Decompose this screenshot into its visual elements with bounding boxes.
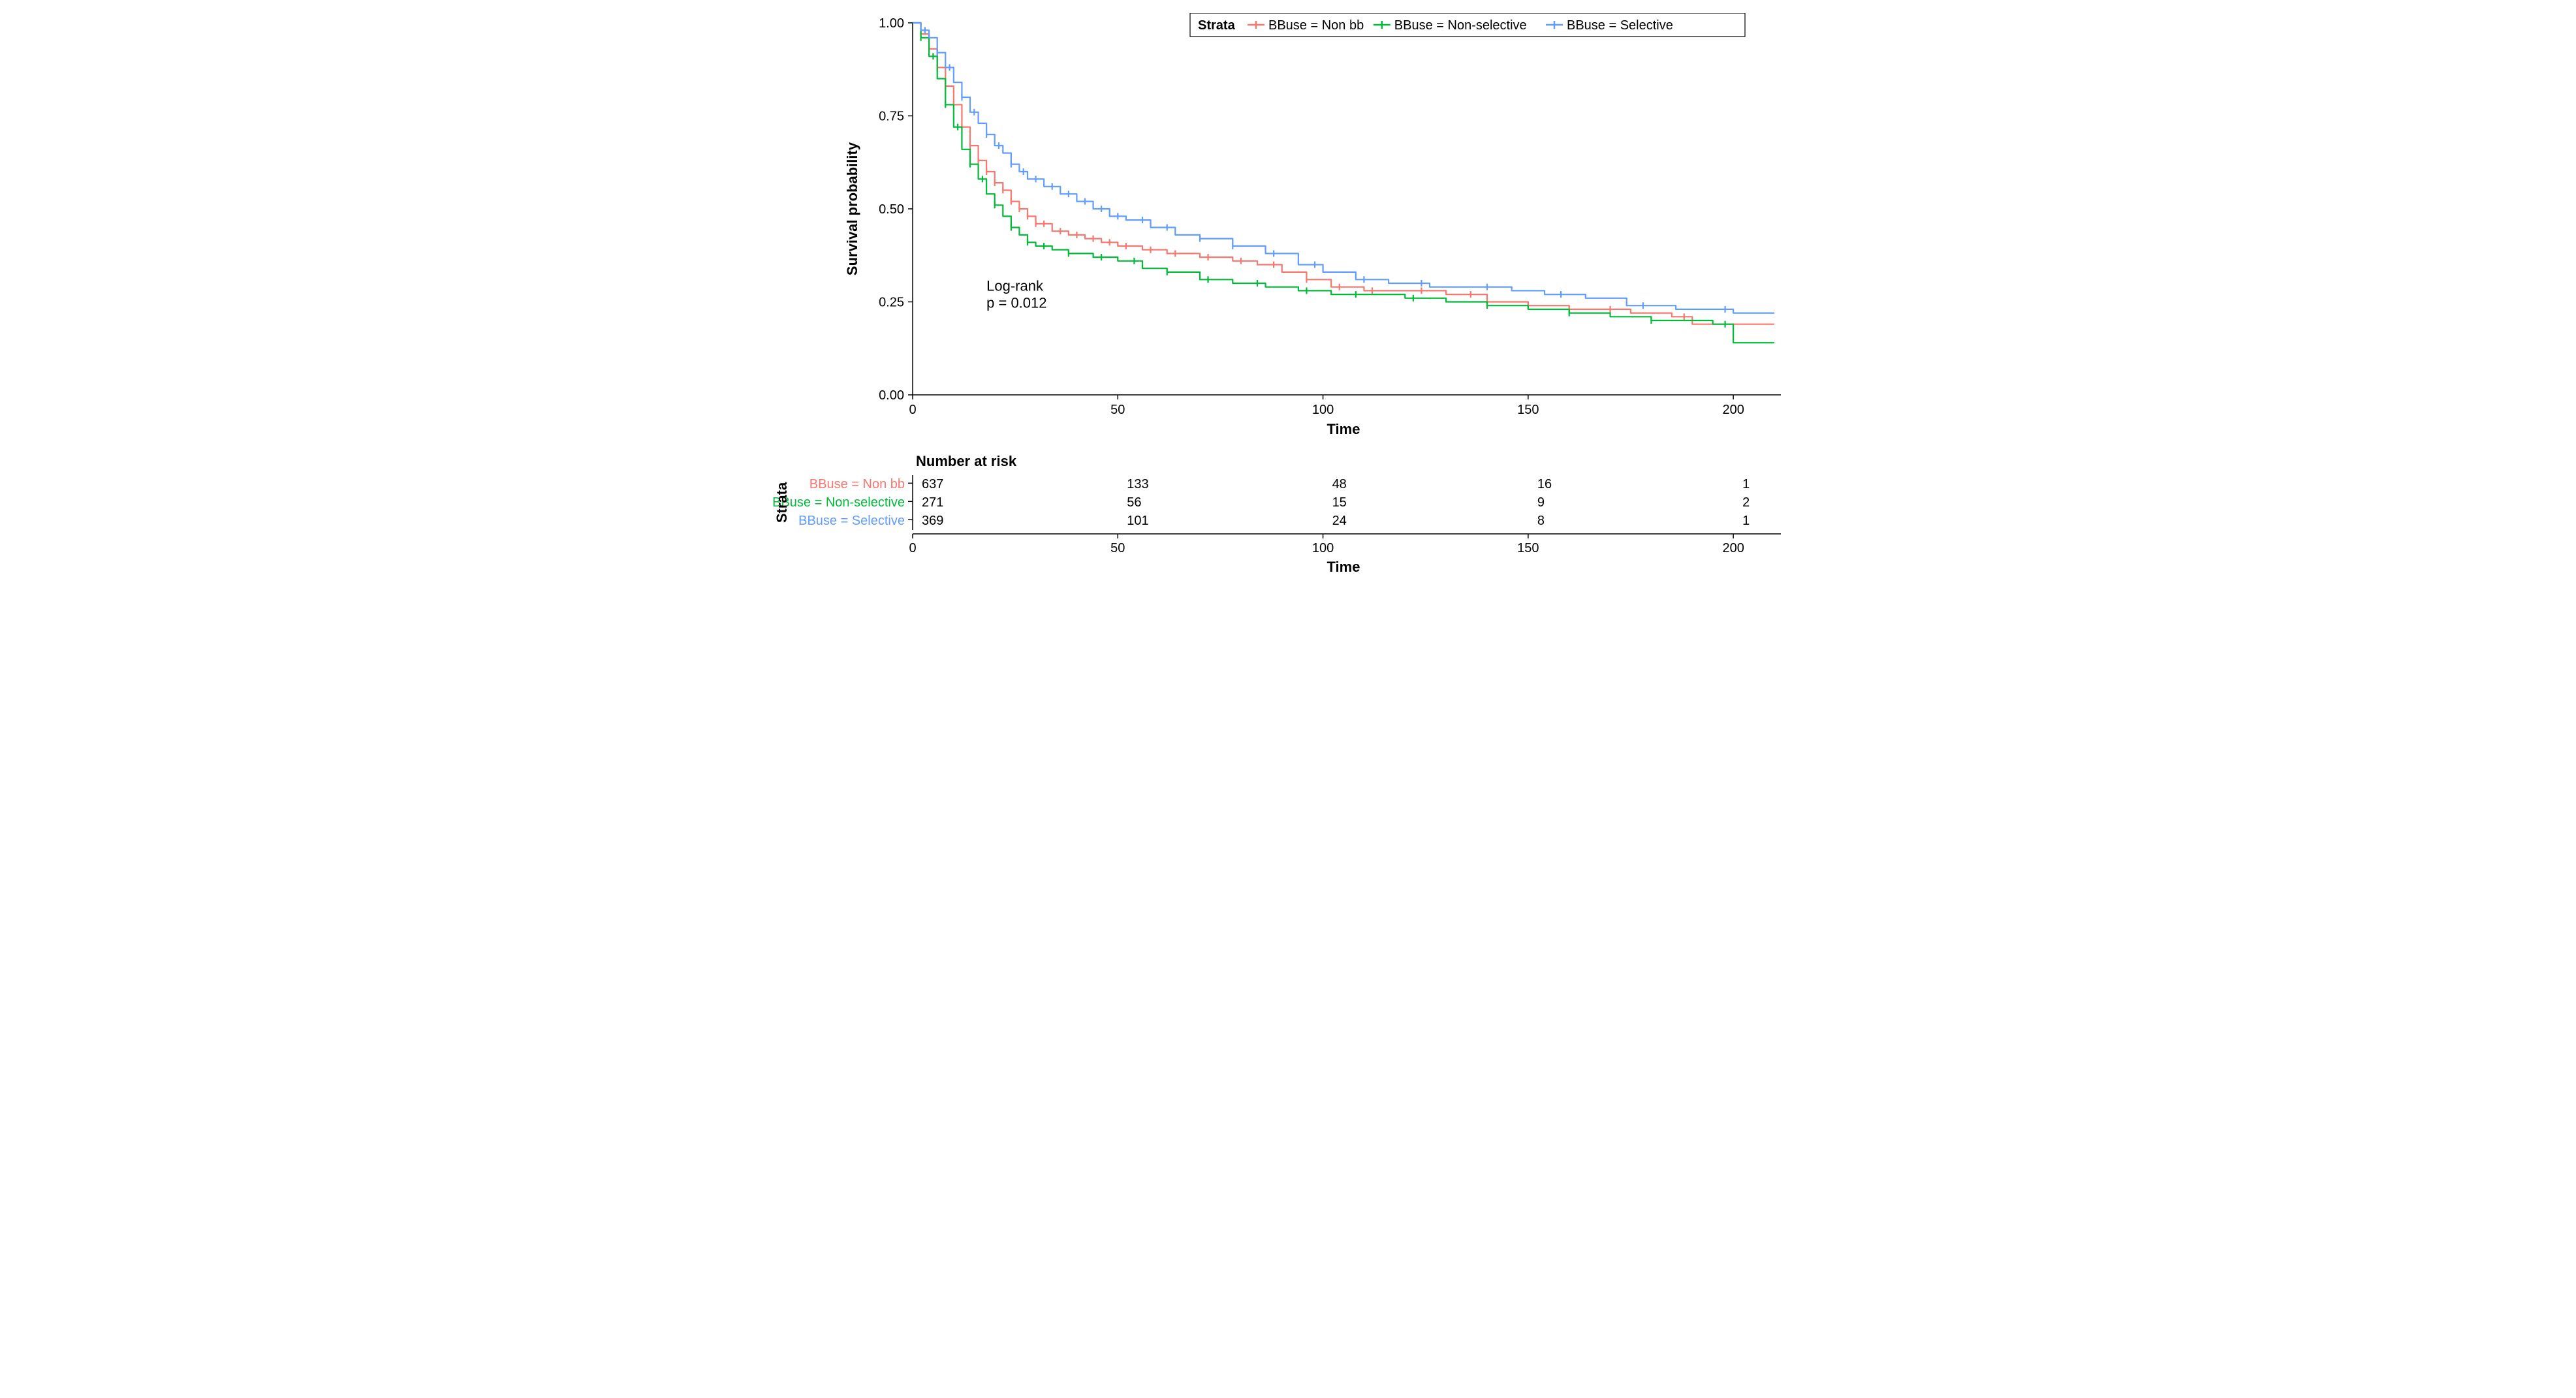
svg-text:24: 24 — [1332, 514, 1347, 528]
svg-text:101: 101 — [1127, 514, 1148, 528]
svg-text:150: 150 — [1517, 403, 1539, 417]
svg-text:100: 100 — [1312, 541, 1334, 555]
svg-text:271: 271 — [922, 495, 943, 510]
svg-text:0.25: 0.25 — [879, 296, 904, 310]
svg-text:150: 150 — [1517, 541, 1539, 555]
svg-text:56: 56 — [1127, 495, 1141, 510]
svg-text:0: 0 — [909, 541, 916, 555]
svg-text:BBuse = Non bb: BBuse = Non bb — [809, 477, 905, 491]
svg-text:100: 100 — [1312, 403, 1334, 417]
svg-text:133: 133 — [1127, 477, 1148, 491]
svg-text:0.00: 0.00 — [879, 388, 904, 403]
svg-text:Survival probability: Survival probability — [844, 142, 860, 275]
svg-text:9: 9 — [1537, 495, 1545, 510]
svg-text:BBuse = Non-selective: BBuse = Non-selective — [772, 495, 905, 510]
risk-table-panel: Number at risk BBuse = Non bb BBuse = Non-… — [772, 452, 1804, 582]
svg-text:50: 50 — [1110, 541, 1125, 555]
svg-text:Time: Time — [1327, 421, 1360, 437]
svg-text:Time: Time — [1327, 559, 1360, 575]
svg-text:1: 1 — [1742, 514, 1750, 528]
svg-text:BBuse = Selective: BBuse = Selective — [798, 514, 905, 528]
svg-text:200: 200 — [1722, 541, 1744, 555]
km-survival-panel: 0.00 0.25 0.50 0.75 1.00 0 50 100 150 200 Time Surv… — [772, 13, 1804, 444]
svg-text:0: 0 — [909, 403, 916, 417]
km-survival-chart: 0.00 0.25 0.50 0.75 1.00 0 50 100 150 200 Time Surv… — [772, 13, 1804, 444]
svg-text:50: 50 — [1110, 403, 1125, 417]
svg-text:BBuse = Selective: BBuse = Selective — [1567, 18, 1673, 33]
risk-table-chart: Number at risk BBuse = Non bb BBuse = Non-… — [772, 452, 1804, 582]
svg-text:1: 1 — [1742, 477, 1750, 491]
svg-text:Number at risk: Number at risk — [916, 453, 1017, 469]
svg-text:0.75: 0.75 — [879, 110, 904, 124]
svg-text:369: 369 — [922, 514, 943, 528]
svg-text:637: 637 — [922, 477, 943, 491]
svg-text:8: 8 — [1537, 514, 1545, 528]
svg-text:p = 0.012: p = 0.012 — [986, 294, 1046, 311]
svg-text:1.00: 1.00 — [879, 16, 904, 31]
svg-text:Strata: Strata — [1198, 18, 1236, 33]
svg-text:Log-rank: Log-rank — [986, 277, 1044, 294]
svg-text:48: 48 — [1332, 477, 1347, 491]
svg-text:0.50: 0.50 — [879, 202, 904, 217]
svg-text:200: 200 — [1722, 403, 1744, 417]
svg-text:BBuse = Non-selective: BBuse = Non-selective — [1394, 18, 1527, 33]
svg-text:16: 16 — [1537, 477, 1552, 491]
svg-text:BBuse = Non bb: BBuse = Non bb — [1268, 18, 1364, 33]
svg-text:Strata: Strata — [774, 482, 790, 523]
svg-text:15: 15 — [1332, 495, 1347, 510]
svg-text:2: 2 — [1742, 495, 1750, 510]
